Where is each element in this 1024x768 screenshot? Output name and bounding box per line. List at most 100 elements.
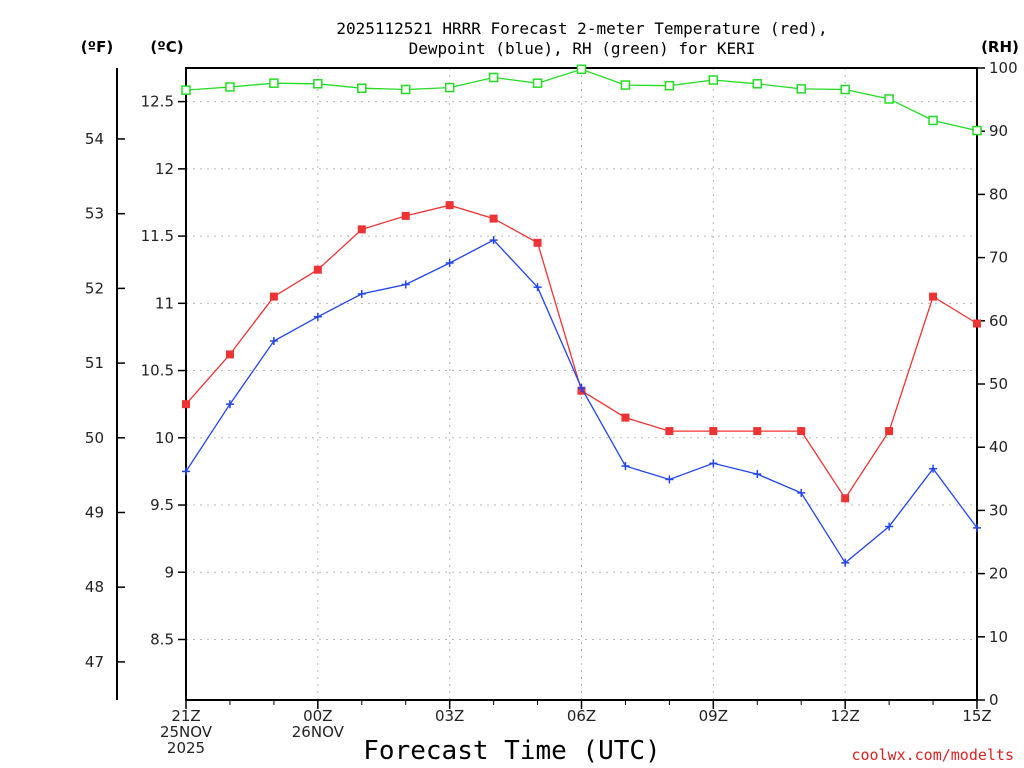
dewpoint-point [313, 312, 322, 321]
temperature-point [445, 201, 454, 210]
x-tick-label: 03Z [435, 707, 464, 725]
x-tick-label: 09Z [699, 707, 728, 725]
x-tick-label: 21Z [171, 707, 200, 725]
celsius-tick-label: 12 [155, 160, 174, 178]
temperature-point [709, 427, 718, 436]
rh-point [313, 79, 323, 89]
dewpoint-point [489, 236, 498, 245]
celsius-tick-label: 11.5 [141, 227, 174, 245]
credit-link[interactable]: coolwx.com/modelts [851, 746, 1014, 764]
dewpoint-point [445, 258, 454, 267]
dewpoint-point [665, 475, 674, 484]
celsius-tick-label: 10 [155, 429, 174, 447]
temperature-point [665, 427, 674, 436]
rh-tick-label: 70 [989, 249, 1008, 267]
series-layer [181, 64, 982, 567]
dewpoint-point [401, 280, 410, 289]
rh-point [972, 125, 982, 136]
dewpoint-line [185, 239, 978, 564]
rh-point [708, 75, 719, 85]
x-tick-label: 25NOV [160, 723, 213, 741]
dewpoint-point [182, 467, 190, 476]
rh-tick-label: 20 [989, 565, 1008, 583]
fahrenheit-tick-label: 47 [85, 653, 104, 671]
fahrenheit-tick-label: 50 [85, 429, 104, 447]
rh-point [620, 80, 631, 90]
fahrenheit-unit-label: (ºF) [81, 38, 113, 56]
temperature-point [841, 494, 850, 503]
temperature-point [225, 350, 234, 359]
chart-title-line-1: 2025112521 HRRR Forecast 2-meter Tempera… [336, 19, 827, 38]
temperature-point [929, 292, 938, 301]
rh-point [444, 82, 455, 93]
rh-point [752, 79, 763, 89]
dewpoint-point [753, 470, 762, 479]
rh-tick-label: 50 [989, 375, 1008, 393]
dewpoint-point [885, 522, 894, 531]
x-tick-label: 2025 [167, 739, 205, 757]
celsius-tick-label: 9.5 [150, 496, 174, 514]
rh-point [576, 64, 587, 75]
axes-layer [116, 67, 985, 709]
rh-point [181, 85, 191, 95]
dewpoint-point [533, 283, 542, 292]
dewpoint-point [357, 289, 366, 298]
rh-tick-label: 60 [989, 312, 1008, 330]
celsius-unit-label: (ºC) [150, 38, 183, 56]
temperature-point [357, 225, 366, 234]
dewpoint-point [577, 384, 586, 393]
rh-point [225, 82, 235, 92]
rh-point [532, 78, 543, 88]
rh-point [884, 94, 894, 104]
x-tick-label: 12Z [830, 707, 859, 725]
chart-title-line-2: Dewpoint (blue), RH (green) for KERI [409, 39, 756, 58]
rh-tick-label: 100 [989, 59, 1018, 77]
rh-point [796, 84, 806, 94]
fahrenheit-tick-label: 51 [85, 354, 104, 372]
x-tick-label: 06Z [567, 707, 596, 725]
celsius-tick-label: 11 [155, 294, 174, 312]
dewpoint-point [621, 462, 630, 471]
celsius-tick-label: 9 [164, 563, 174, 581]
rh-point [400, 84, 411, 95]
celsius-tick-label: 10.5 [141, 362, 174, 380]
rh-line [185, 68, 978, 132]
temperature-point [753, 427, 762, 436]
rh-tick-label: 10 [989, 628, 1008, 646]
rh-point [357, 83, 367, 93]
fahrenheit-tick-label: 52 [85, 279, 104, 297]
rh-tick-label: 80 [989, 185, 1008, 203]
rh-tick-label: 30 [989, 501, 1008, 519]
dewpoint-point [797, 488, 806, 497]
rh-point [664, 80, 675, 91]
x-tick-label: 00Z [303, 707, 332, 725]
temperature-point [797, 427, 806, 436]
temperature-point [313, 265, 322, 274]
temperature-point [973, 319, 981, 328]
temperature-point [182, 400, 190, 409]
dewpoint-point [841, 558, 850, 567]
rh-tick-label: 0 [989, 691, 999, 709]
temperature-point [269, 292, 278, 301]
rh-point [840, 84, 850, 95]
rh-tick-label: 40 [989, 438, 1008, 456]
dewpoint-point [225, 400, 234, 409]
x-axis-label: Forecast Time (UTC) [363, 736, 660, 766]
temperature-point [489, 214, 498, 223]
grid-layer [186, 68, 977, 700]
dewpoint-point [973, 523, 981, 532]
celsius-tick-label: 12.5 [141, 93, 174, 111]
rh-unit-label: (RH) [981, 38, 1019, 56]
fahrenheit-tick-label: 53 [85, 205, 104, 223]
fahrenheit-tick-label: 54 [85, 130, 104, 148]
fahrenheit-tick-label: 49 [85, 503, 104, 521]
temperature-point [621, 413, 630, 422]
rh-point [928, 115, 938, 126]
rh-tick-label: 90 [989, 122, 1008, 140]
rh-point [488, 72, 499, 83]
temperature-point [885, 427, 894, 436]
dewpoint-point [929, 464, 938, 473]
dewpoint-point [269, 336, 278, 345]
